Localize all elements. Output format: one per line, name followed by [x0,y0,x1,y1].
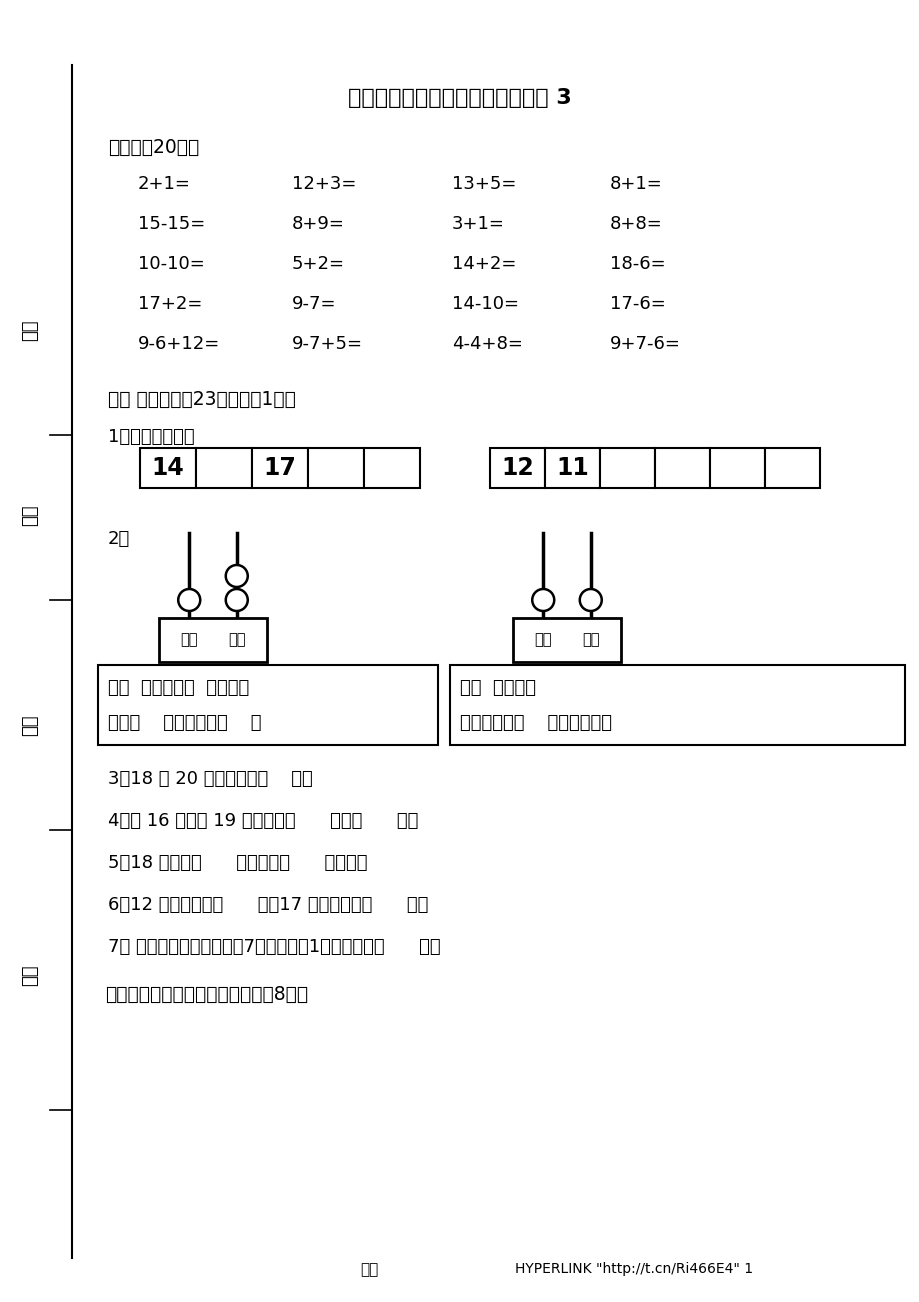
Bar [308,448,364,488]
Text: 有（  ）个十。: 有（ ）个十。 [460,680,536,697]
Bar [513,618,620,661]
Circle shape [579,589,601,611]
Text: 9-7=: 9-7= [291,296,336,312]
Text: 9+7-6=: 9+7-6= [609,335,680,353]
Bar [98,665,437,745]
Text: 5、18 里面有（      ）个十，（      ）个一。: 5、18 里面有（ ）个十，（ ）个一。 [108,854,367,872]
Text: 17: 17 [263,456,296,480]
Text: 班别: 班别 [21,715,39,736]
Text: 14-10=: 14-10= [451,296,518,312]
Bar [765,448,819,488]
Text: 17+2=: 17+2= [138,296,202,312]
Text: 7、 一个两位数，个位上是7，十位上是1，这个数是（      ）。: 7、 一个两位数，个位上是7，十位上是1，这个数是（ ）。 [108,937,440,956]
Bar [364,448,420,488]
Text: 8+1=: 8+1= [609,174,662,193]
Text: 一、 填一填。（23分，每空1分）: 一、 填一填。（23分，每空1分） [108,391,296,409]
Text: 14+2=: 14+2= [451,255,516,273]
Circle shape [178,589,200,611]
Bar [490,448,544,488]
Text: 这个数是：（    ），读作：（: 这个数是：（ ），读作：（ [460,713,611,732]
Text: 10-10=: 10-10= [138,255,205,273]
Text: 8+8=: 8+8= [609,215,662,233]
Circle shape [225,565,247,587]
Text: 教育: 教育 [359,1262,378,1277]
Text: 9-6+12=: 9-6+12= [138,335,220,353]
Text: 个位: 个位 [228,633,245,647]
Text: 4-4+8=: 4-4+8= [451,335,522,353]
Text: 姓名: 姓名 [21,504,39,526]
Bar [709,448,765,488]
Bar [654,448,709,488]
Text: 学校: 学校 [21,965,39,986]
Text: 5+2=: 5+2= [291,255,345,273]
Text: 18-6=: 18-6= [609,255,665,273]
Text: 十位: 十位 [534,633,551,647]
Text: 6、12 前面的数是（      ），17 后面的数是（      ）。: 6、12 前面的数是（ ），17 后面的数是（ ）。 [108,896,428,914]
Bar [140,448,196,488]
Text: 2+1=: 2+1= [138,174,190,193]
Text: 口算。（20分）: 口算。（20分） [108,138,199,158]
Text: 3、18 和 20 中间的数是（    ）。: 3、18 和 20 中间的数是（ ）。 [108,769,312,788]
Bar [196,448,252,488]
Text: 3+1=: 3+1= [451,215,505,233]
Text: 8+9=: 8+9= [291,215,345,233]
Text: 是：（    ），读作：（    ）: 是：（ ），读作：（ ） [108,713,261,732]
Text: 4、比 16 大、比 19 小的数是（      ）和（      ）。: 4、比 16 大、比 19 小的数是（ ）和（ ）。 [108,812,418,829]
Text: 9-7+5=: 9-7+5= [291,335,363,353]
Bar [599,448,654,488]
Text: 十位: 十位 [180,633,198,647]
Text: 15-15=: 15-15= [138,215,205,233]
Text: 人教版数学一年级上学期期末试卷 3: 人教版数学一年级上学期期末试卷 3 [347,89,572,108]
Bar [252,448,308,488]
Text: 12+3=: 12+3= [291,174,356,193]
Text: 1、按规律填数。: 1、按规律填数。 [108,428,195,447]
Bar [159,618,267,661]
Bar [449,665,904,745]
Text: 三、写出下面各钟面上的时间。（8分）: 三、写出下面各钟面上的时间。（8分） [105,986,308,1004]
Text: 考号: 考号 [21,319,39,341]
Circle shape [532,589,553,611]
Text: HYPERLINK "http://t.cn/Ri466E4" 1: HYPERLINK "http://t.cn/Ri466E4" 1 [515,1262,753,1276]
Text: 有（  ）个十和（  ）个一的: 有（ ）个十和（ ）个一的 [108,680,249,697]
Text: 17-6=: 17-6= [609,296,665,312]
Circle shape [225,589,247,611]
Text: 个位: 个位 [582,633,599,647]
Text: 13+5=: 13+5= [451,174,516,193]
Text: 2、: 2、 [108,530,130,548]
Text: 12: 12 [501,456,533,480]
Bar [544,448,599,488]
Text: 11: 11 [555,456,588,480]
Text: 14: 14 [152,456,184,480]
